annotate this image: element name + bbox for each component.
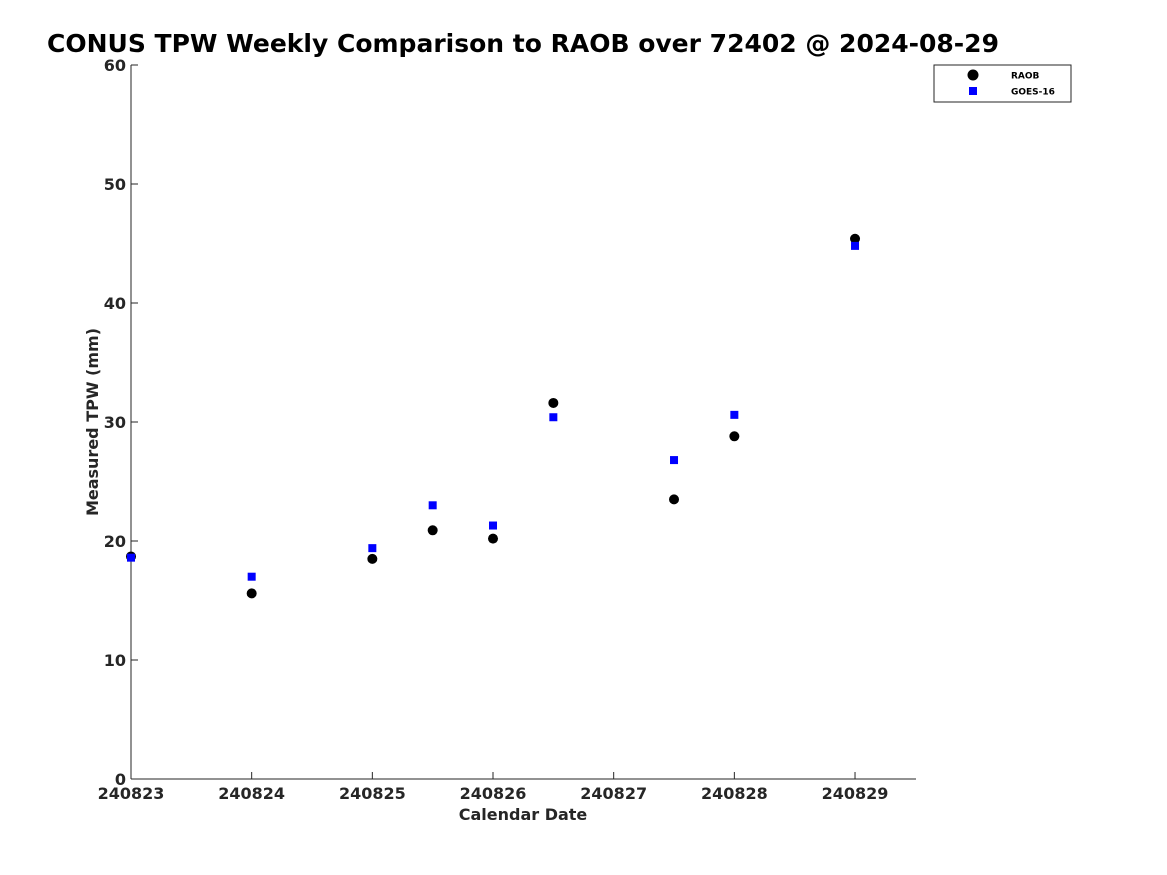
y-axis-label: Measured TPW (mm)	[83, 328, 102, 516]
y-tick-label: 0	[115, 770, 126, 789]
chart-title: CONUS TPW Weekly Comparison to RAOB over…	[47, 29, 999, 58]
goes16-point	[549, 413, 558, 422]
goes16-point	[247, 572, 256, 581]
y-tick-label: 30	[104, 413, 126, 432]
axes	[130, 65, 916, 780]
goes16-point	[851, 241, 860, 250]
legend-label-goes16: GOES-16	[1011, 88, 1055, 98]
x-tick-label: 240823	[98, 784, 165, 803]
raob-point	[367, 553, 378, 564]
raob-point	[729, 431, 740, 442]
goes16-point	[670, 456, 679, 465]
data-points	[126, 233, 861, 599]
x-tick-label: 240826	[460, 784, 527, 803]
y-axis-ticks: 0 10 20 30 40 50 60	[104, 56, 138, 789]
raob-point	[850, 233, 861, 244]
x-tick-label: 240824	[218, 784, 285, 803]
raob-point	[548, 397, 559, 408]
legend: RAOB GOES-16	[933, 64, 1072, 103]
goes16-point	[368, 544, 377, 553]
legend-marker-raob	[967, 69, 979, 81]
goes16-point	[489, 521, 498, 530]
x-tick-label: 240825	[339, 784, 406, 803]
raob-point	[488, 533, 499, 544]
goes16-point	[428, 501, 437, 510]
legend-marker-goes16	[969, 87, 977, 95]
raob-point	[669, 494, 680, 505]
goes16-point	[127, 553, 135, 562]
y-tick-label: 50	[104, 175, 126, 194]
x-axis-label: Calendar Date	[459, 805, 588, 824]
y-tick-label: 20	[104, 532, 126, 551]
x-axis-ticks: 240823 240824 240825 240826 240827 240828 2408…	[98, 772, 889, 803]
goes16-point	[730, 410, 739, 419]
raob-point	[427, 525, 438, 536]
legend-label-raob: RAOB	[1011, 72, 1040, 82]
y-tick-label: 10	[104, 651, 126, 670]
x-tick-label: 240829	[822, 784, 889, 803]
x-tick-label: 240827	[580, 784, 647, 803]
raob-point	[246, 588, 257, 599]
y-tick-label: 60	[104, 56, 126, 75]
legend-box	[933, 64, 1072, 103]
x-tick-label: 240828	[701, 784, 768, 803]
y-tick-label: 40	[104, 294, 126, 313]
